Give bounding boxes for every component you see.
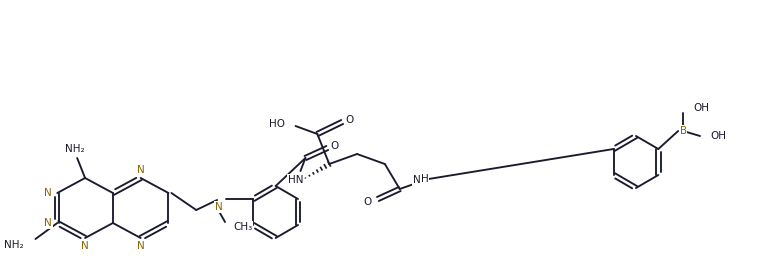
Text: N: N bbox=[137, 165, 144, 175]
Text: NH₂: NH₂ bbox=[65, 144, 85, 154]
Text: O: O bbox=[330, 141, 338, 151]
Text: O: O bbox=[345, 115, 354, 125]
Text: B: B bbox=[680, 126, 686, 136]
Text: OH: OH bbox=[710, 131, 726, 141]
Text: H: H bbox=[420, 174, 429, 184]
Text: OH: OH bbox=[693, 103, 709, 113]
Text: N: N bbox=[44, 188, 52, 198]
Text: N: N bbox=[216, 202, 223, 212]
Text: HN: HN bbox=[288, 175, 303, 185]
Text: N: N bbox=[137, 241, 144, 251]
Text: HO: HO bbox=[268, 119, 285, 129]
Text: N: N bbox=[413, 175, 420, 185]
Text: NH₂: NH₂ bbox=[4, 240, 24, 250]
Text: O: O bbox=[364, 197, 372, 207]
Text: N: N bbox=[81, 241, 89, 251]
Text: N: N bbox=[44, 218, 52, 228]
Text: CH₃: CH₃ bbox=[233, 222, 252, 232]
